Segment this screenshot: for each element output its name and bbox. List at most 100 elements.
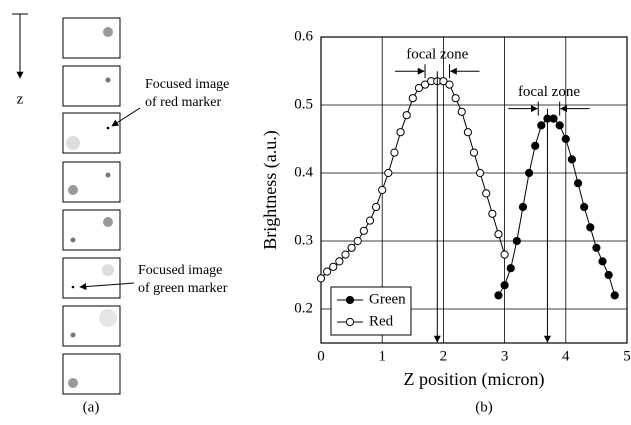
data-point — [500, 250, 509, 259]
frames — [62, 17, 121, 395]
data-point — [524, 168, 534, 178]
series-line — [498, 118, 616, 296]
data-point — [586, 223, 595, 232]
y-tick-label: 0.4 — [294, 164, 313, 180]
data-point — [580, 202, 589, 212]
panel-a: z Focused image of r — [12, 13, 229, 415]
dots — [66, 27, 117, 388]
dot — [66, 136, 80, 150]
data-point — [598, 257, 607, 266]
dot — [70, 332, 76, 338]
legend-marker — [345, 317, 355, 327]
frame — [62, 305, 121, 347]
data-point — [365, 216, 375, 225]
dot — [71, 285, 75, 289]
x-tick-label: 3 — [501, 348, 509, 364]
data-point — [482, 189, 491, 198]
data-point — [573, 179, 583, 188]
data-point — [549, 114, 558, 123]
data-point — [457, 107, 466, 116]
note-arrow — [111, 107, 141, 127]
frame — [62, 65, 121, 107]
frame — [62, 161, 121, 203]
panel-label: (b) — [475, 399, 493, 415]
dot — [68, 378, 78, 388]
data-point — [463, 128, 472, 137]
red-note-line: Focused image — [145, 77, 229, 92]
data-point — [445, 80, 454, 89]
data-point — [451, 94, 460, 103]
annotation-text: focal zone — [518, 84, 580, 100]
data-point — [378, 185, 387, 195]
data-point — [439, 77, 448, 86]
data-point — [518, 202, 528, 212]
data-point — [402, 111, 411, 120]
data-point — [396, 128, 405, 137]
dot — [103, 27, 113, 37]
note-arrow — [79, 282, 135, 291]
data-point — [494, 291, 503, 300]
data-point — [469, 148, 479, 157]
y-tick-label: 0.5 — [294, 96, 313, 112]
legend-box — [330, 286, 412, 336]
data-point — [347, 243, 356, 252]
plot-frame — [320, 36, 628, 344]
data-point — [500, 281, 509, 290]
y-tick-label: 0.3 — [294, 232, 313, 248]
frame — [62, 17, 121, 59]
data-point — [561, 134, 570, 144]
legend-label: Green — [369, 291, 406, 307]
green-note-line: Focused image — [138, 263, 222, 278]
dot — [105, 77, 111, 83]
data-point — [476, 168, 485, 178]
data-point — [531, 141, 540, 150]
x-tick-label: 4 — [562, 348, 570, 364]
data-point — [494, 230, 503, 239]
data-point — [488, 209, 497, 218]
data-point — [329, 262, 338, 271]
frame — [62, 112, 121, 154]
data-point — [408, 94, 417, 103]
dot — [70, 237, 76, 243]
dot — [106, 126, 110, 130]
data-point — [316, 274, 326, 283]
data-point — [341, 250, 350, 259]
data-point — [384, 168, 393, 178]
data-point — [506, 264, 515, 273]
frame — [62, 353, 121, 395]
data-point — [512, 236, 521, 246]
data-point — [414, 83, 424, 93]
dot — [68, 185, 78, 195]
y-axis-label: Brightness (a.u.) — [260, 130, 281, 249]
data-point — [335, 257, 344, 266]
legend-marker — [345, 295, 355, 305]
data-point — [610, 291, 619, 300]
x-tick-label: 5 — [623, 348, 631, 364]
dot — [99, 309, 117, 327]
data-point — [604, 270, 613, 280]
data-point — [371, 202, 381, 212]
x-axis-label: Z position (micron) — [404, 369, 545, 390]
y-tick-label: 0.2 — [294, 300, 313, 316]
x-tick-label: 1 — [378, 348, 386, 364]
y-tick-label: 0.6 — [294, 28, 313, 44]
data-point — [353, 236, 362, 246]
data-point — [420, 80, 430, 89]
dot — [103, 217, 113, 227]
frame — [62, 209, 121, 251]
data-point — [359, 226, 368, 235]
data-point — [323, 267, 332, 276]
data-point — [537, 121, 546, 130]
annotation-text: focal zone — [406, 47, 468, 63]
legend-label: Red — [369, 313, 394, 329]
dot — [102, 264, 114, 276]
panel-b: 0.2 0.3 0.4 0.5 0.6 0 1 2 3 4 5 Z position (micron)… — [260, 28, 631, 415]
x-tick-label: 2 — [440, 348, 448, 364]
data-point — [390, 148, 399, 157]
green-note-line: of green marker — [138, 281, 228, 296]
data-point — [555, 121, 564, 130]
x-tick-label: 0 — [317, 348, 325, 364]
frame — [62, 257, 121, 299]
